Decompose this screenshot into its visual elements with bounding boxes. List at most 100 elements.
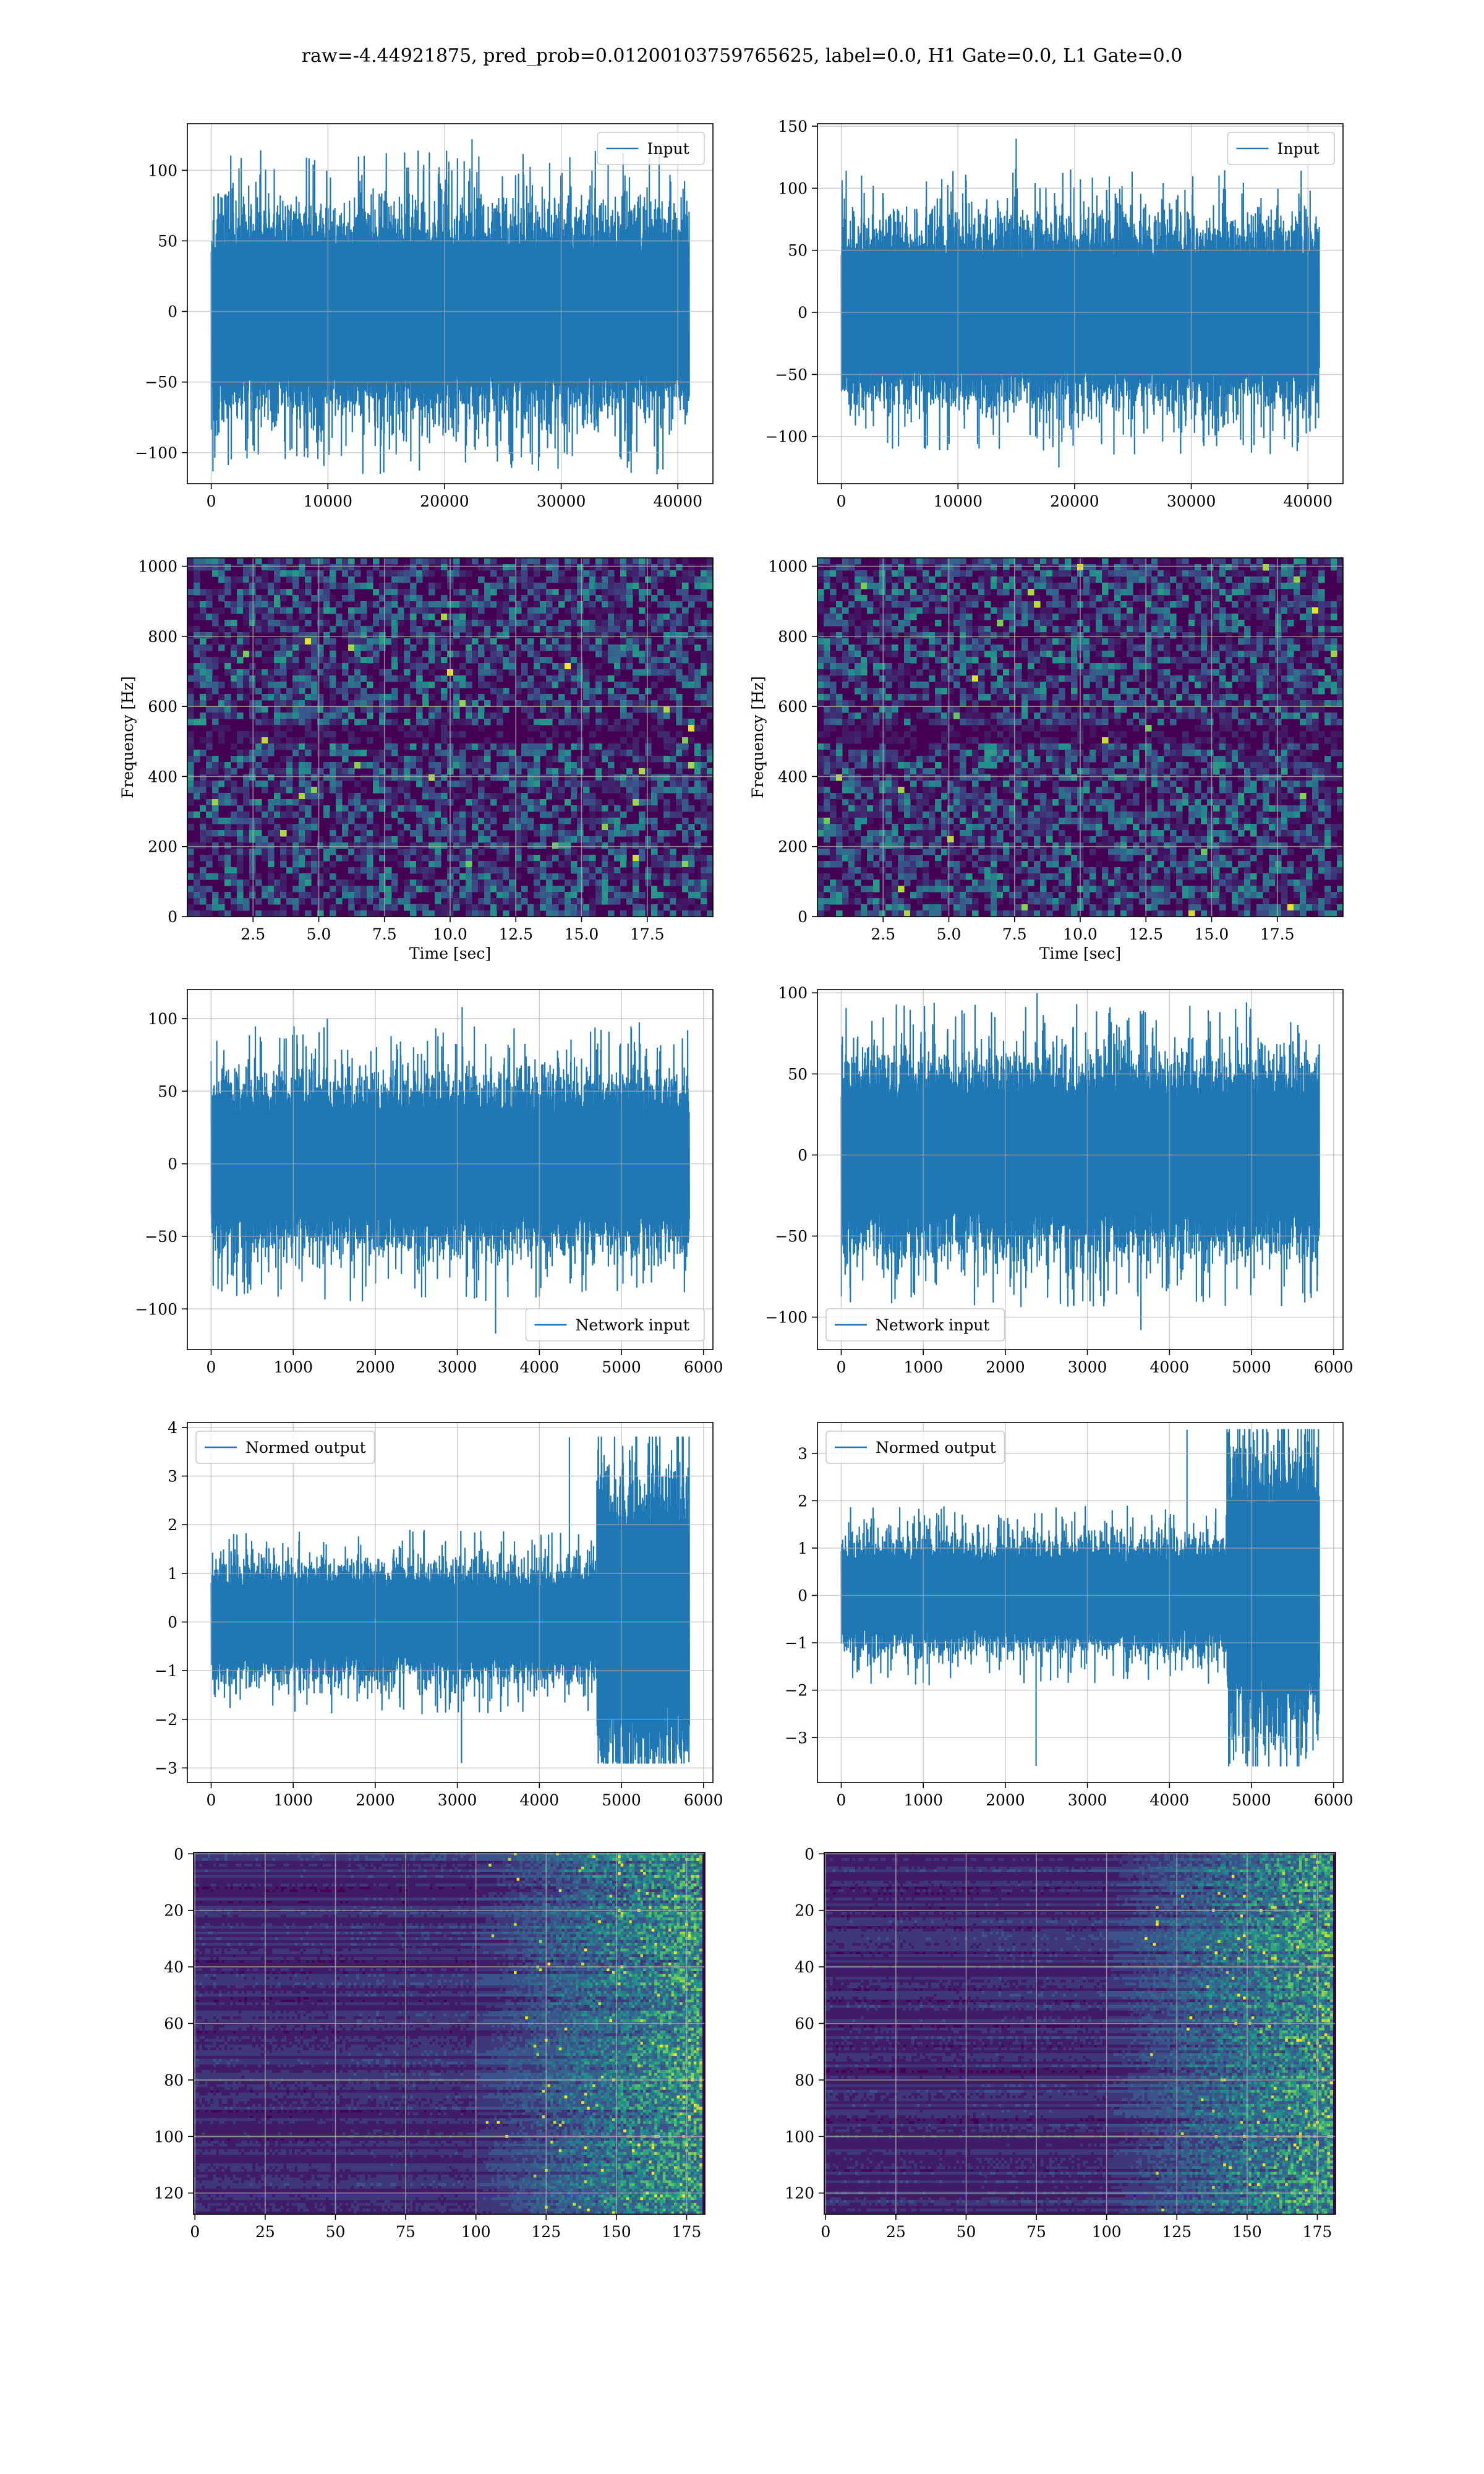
heatmap-cell xyxy=(1275,682,1282,688)
axes-frame xyxy=(187,123,714,484)
heatmap-cell xyxy=(187,626,194,633)
heatmap-cell xyxy=(292,904,299,911)
heatmap-cell xyxy=(1219,700,1226,707)
heatmap-cell xyxy=(1158,607,1164,614)
heatmap-cell xyxy=(274,892,281,899)
heatmap-cell xyxy=(466,811,472,818)
heatmap-cell xyxy=(608,873,615,880)
heatmap-cell xyxy=(472,811,479,818)
heatmap-cell xyxy=(527,564,534,571)
heatmap-cell xyxy=(670,620,676,627)
heatmap-cell xyxy=(286,706,293,713)
y-tick-label: 800 xyxy=(148,628,177,646)
heatmap-cell xyxy=(429,762,435,769)
heatmap-cell xyxy=(429,756,435,763)
heatmap-cell xyxy=(1090,601,1096,608)
heatmap-cell xyxy=(694,768,701,775)
heatmap-cell xyxy=(292,700,299,707)
heatmap-cell xyxy=(867,706,874,713)
heatmap-cell xyxy=(1324,644,1331,651)
heatmap-cell xyxy=(910,564,917,571)
x-tick-label: 7.5 xyxy=(372,925,397,943)
heatmap-cell xyxy=(330,700,336,707)
heatmap-cell xyxy=(1226,632,1232,639)
heatmap-cell xyxy=(292,824,299,831)
heatmap-cell xyxy=(299,706,305,713)
heatmap-cell xyxy=(633,867,639,874)
heatmap-cell xyxy=(1281,743,1288,750)
heatmap-cell xyxy=(1158,682,1164,688)
heatmap-cell xyxy=(187,787,194,794)
heatmap-cell xyxy=(1219,675,1226,682)
heatmap-cell xyxy=(212,830,219,837)
heatmap-cell xyxy=(1275,614,1282,620)
heatmap-cell xyxy=(916,583,923,589)
heatmap-cell xyxy=(953,669,960,676)
heatmap-cell xyxy=(305,873,312,880)
heatmap-cell xyxy=(861,719,868,726)
y-tick-label: 100 xyxy=(778,179,808,197)
heatmap-cell xyxy=(991,682,997,688)
heatmap-cell xyxy=(274,737,281,744)
heatmap-cell xyxy=(565,713,571,719)
heatmap-cell xyxy=(404,880,411,886)
heatmap-cell xyxy=(682,675,689,682)
heatmap-cell xyxy=(441,713,448,719)
heatmap-cell xyxy=(842,719,849,726)
heatmap-cell xyxy=(694,675,701,682)
heatmap-cell xyxy=(1151,688,1158,695)
heatmap-cell xyxy=(206,799,213,806)
heatmap-cell xyxy=(299,861,305,868)
heatmap-cell xyxy=(360,787,367,794)
heatmap-cell xyxy=(707,688,713,695)
heatmap-cell xyxy=(873,657,880,664)
heatmap-cell xyxy=(978,614,985,620)
heatmap-cell xyxy=(663,688,670,695)
heatmap-cell xyxy=(904,564,911,571)
heatmap-cell xyxy=(1232,694,1239,701)
heatmap-cell xyxy=(577,607,584,614)
heatmap-cell xyxy=(187,675,194,682)
heatmap-cell xyxy=(1250,583,1257,589)
heatmap-cell xyxy=(478,836,485,843)
heatmap-cell xyxy=(657,886,664,892)
heatmap-cell xyxy=(1071,669,1078,676)
heatmap-cell xyxy=(342,756,349,763)
heatmap-cell xyxy=(565,774,571,781)
heatmap-cell xyxy=(1337,675,1343,682)
heatmap-cell xyxy=(583,694,590,701)
heatmap-cell xyxy=(243,682,250,688)
heatmap-cell xyxy=(966,626,973,633)
heatmap-cell xyxy=(663,811,670,818)
heatmap-cell xyxy=(904,719,911,726)
heatmap-cell xyxy=(231,626,237,633)
heatmap-cell xyxy=(558,886,565,892)
legend: Input xyxy=(597,132,705,165)
heatmap-cell xyxy=(639,774,646,781)
heatmap-cell xyxy=(1090,570,1096,577)
heatmap-cell xyxy=(1238,719,1245,726)
heatmap-cell xyxy=(490,861,497,868)
heatmap-cell xyxy=(1108,669,1115,676)
heatmap-cell xyxy=(200,855,207,862)
heatmap-cell xyxy=(608,849,615,855)
heatmap-cell xyxy=(972,669,979,676)
heatmap-cell xyxy=(1102,706,1109,713)
heatmap-cell xyxy=(620,781,627,787)
heatmap-cell xyxy=(670,781,676,787)
heatmap-cell xyxy=(546,774,553,781)
heatmap-cell xyxy=(262,706,268,713)
heatmap-cell xyxy=(1127,589,1133,596)
heatmap-cell xyxy=(323,805,330,812)
heatmap-cell xyxy=(262,694,268,701)
heatmap-cell xyxy=(620,750,627,756)
heatmap-cell xyxy=(1226,743,1232,750)
heatmap-cell xyxy=(348,632,355,639)
heatmap-cell xyxy=(484,873,491,880)
heatmap-cell xyxy=(1127,694,1133,701)
heatmap-cell xyxy=(614,781,621,787)
heatmap-cell xyxy=(923,583,929,589)
heatmap-cell xyxy=(237,842,244,849)
heatmap-cell xyxy=(657,731,664,738)
x-tick-label: 10000 xyxy=(934,492,983,510)
